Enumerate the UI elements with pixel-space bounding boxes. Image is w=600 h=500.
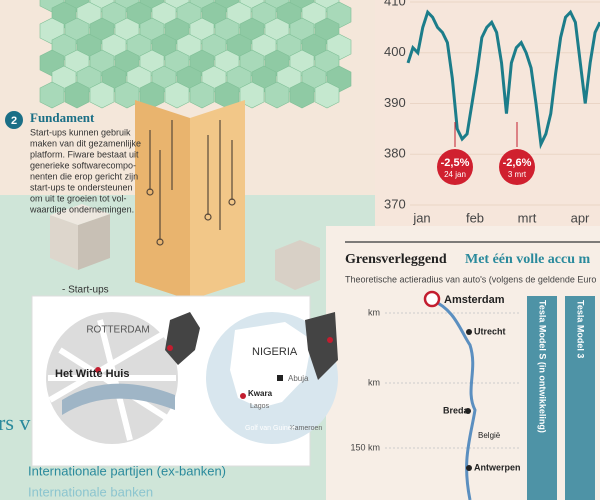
pin <box>240 393 246 399</box>
axis-label: km <box>368 307 380 317</box>
column-label: Tesla Model 3 <box>576 300 586 358</box>
cube <box>89 81 115 109</box>
city-dot <box>466 329 472 335</box>
map-label: Abuja <box>288 374 309 383</box>
block <box>50 204 110 225</box>
range-chart: km km 150 km Amsterdam Utrecht Breda België Ant… <box>350 290 595 500</box>
city-label: Utrecht <box>474 326 506 336</box>
callout-date: 24 jan <box>444 170 466 179</box>
y-tick-label: 410 <box>384 0 406 8</box>
body-line: om uit te groeien tot vol- <box>30 193 127 203</box>
x-tick-label: jan <box>412 210 430 225</box>
body-line: nenten die erop gericht zijn <box>30 171 138 181</box>
stock-chart: 410 400 390 380 370 jan feb mrt apr -2,5%24 jan -2… <box>384 0 600 225</box>
block <box>50 215 78 270</box>
range-title-accent: Met één volle accu m <box>465 252 591 267</box>
city-dot <box>466 465 472 471</box>
callout-value: -2,6% <box>503 157 532 169</box>
range-title: Grensverleggend <box>345 252 447 267</box>
chart-bg <box>375 0 600 228</box>
body-line: maken van dit gezamenlijke <box>30 138 141 148</box>
body-line: platform. Fiware bestaat uit <box>30 149 139 159</box>
city-label: Antwerpen <box>474 462 521 472</box>
step-badge <box>5 111 23 129</box>
callout-badge <box>499 149 535 185</box>
cube <box>39 81 65 109</box>
block <box>78 214 110 270</box>
start <box>423 290 441 308</box>
range-bar <box>565 296 595 500</box>
capital-marker <box>277 375 283 381</box>
nl-shape <box>165 312 200 365</box>
axis-label: km <box>368 377 380 387</box>
trunk-right <box>190 100 245 300</box>
pin <box>327 337 333 343</box>
range-subtitle: Theoretische actieradius van auto's (vol… <box>345 274 596 284</box>
column-label: Tesla Model S (in ontwikkeling) <box>538 300 548 433</box>
map-label: Het Witte Huis <box>55 368 129 380</box>
africa <box>305 312 338 380</box>
cube <box>314 81 340 109</box>
circuit <box>146 120 236 246</box>
text-line: Internationale partijen (ex-banken) <box>28 463 226 478</box>
y-tick-label: 370 <box>384 196 406 211</box>
legend: - Start-ups <box>62 285 109 296</box>
body-line: Start-ups kunnen gebruik <box>30 127 131 137</box>
axis-label: 150 km <box>350 442 380 452</box>
body-line: generieke softwarecompo- <box>30 160 136 170</box>
canopy <box>39 0 352 109</box>
map-label: Kameroen <box>290 425 322 432</box>
map-label: ROTTERDAM <box>86 325 149 336</box>
range-bar <box>527 296 557 500</box>
pin <box>167 345 173 351</box>
route <box>431 298 477 500</box>
block <box>275 240 320 290</box>
text-line: Internationale banken <box>28 484 153 499</box>
y-tick-label: 380 <box>384 146 406 161</box>
callout-value: -2,5% <box>441 157 470 169</box>
city-label: Breda <box>443 405 470 415</box>
cube <box>164 81 190 109</box>
city-label: België <box>478 431 501 440</box>
cube <box>264 81 290 109</box>
x-tick-label: mrt <box>518 210 537 225</box>
nigeria <box>230 322 312 408</box>
map-label: NIGERIA <box>252 346 298 358</box>
price-line <box>406 9 600 150</box>
cube <box>189 81 215 109</box>
body-line: start-ups te ondersteunen <box>30 182 133 192</box>
section-title: Fundament <box>30 110 95 125</box>
city-label: Amsterdam <box>444 294 505 306</box>
x-tick-label: feb <box>466 210 484 225</box>
map-label: Kwara <box>248 389 273 398</box>
cube <box>64 81 90 109</box>
body-line: waardige ondernemingen. <box>29 204 134 214</box>
step-number: 2 <box>11 115 17 127</box>
callout-date: 3 mrt <box>508 170 527 179</box>
y-tick-label: 400 <box>384 44 406 59</box>
city-dot <box>465 408 471 414</box>
pin <box>95 367 101 373</box>
y-tick-label: 390 <box>384 95 406 110</box>
callout-badge <box>437 149 473 185</box>
x-tick-label: apr <box>571 210 590 225</box>
cube <box>289 81 315 109</box>
map-label: Lagos <box>250 403 270 410</box>
map-label: Golf van Guinee <box>245 425 296 432</box>
heading: rs v <box>0 410 30 435</box>
river <box>62 383 175 415</box>
trunk-left <box>135 100 190 300</box>
